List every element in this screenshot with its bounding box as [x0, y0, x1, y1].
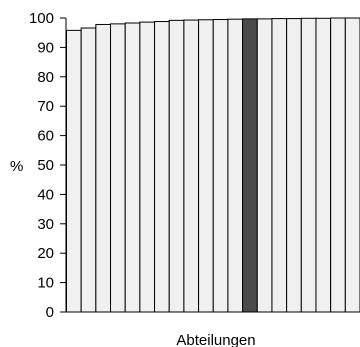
- bar: [330, 17, 346, 313]
- bar: [124, 22, 141, 313]
- bar: [286, 18, 302, 313]
- bar: [344, 17, 360, 313]
- bar: [80, 27, 97, 313]
- bar: [198, 19, 214, 313]
- bar: [110, 23, 126, 313]
- y-axis-label: %: [10, 158, 23, 175]
- bar: [66, 29, 82, 313]
- bar: [212, 18, 229, 313]
- x-axis-label: Abteilungen: [176, 332, 255, 347]
- bar: [183, 19, 200, 313]
- y-tick-label: 70: [37, 98, 54, 115]
- bar: [227, 18, 244, 313]
- bar: [154, 21, 170, 313]
- y-tick-label: 10: [37, 275, 54, 292]
- bar: [256, 18, 273, 313]
- bar-highlighted: [242, 18, 258, 313]
- bar: [315, 17, 332, 313]
- y-tick-label: 60: [37, 128, 54, 145]
- bar: [139, 21, 156, 313]
- bar: [95, 23, 112, 313]
- y-tick-label: 50: [37, 157, 54, 174]
- y-tick-label: 20: [37, 245, 54, 262]
- y-tick-label: 0: [46, 304, 54, 321]
- y-tick-label: 30: [37, 216, 54, 233]
- y-tick-label: 90: [37, 39, 54, 56]
- y-tick-label: 100: [29, 10, 54, 27]
- bars: [66, 17, 360, 313]
- bar: [300, 17, 317, 313]
- y-tick-label: 40: [37, 186, 54, 203]
- y-tick-label: 80: [37, 69, 54, 86]
- bar: [271, 18, 288, 313]
- bar: [168, 19, 185, 313]
